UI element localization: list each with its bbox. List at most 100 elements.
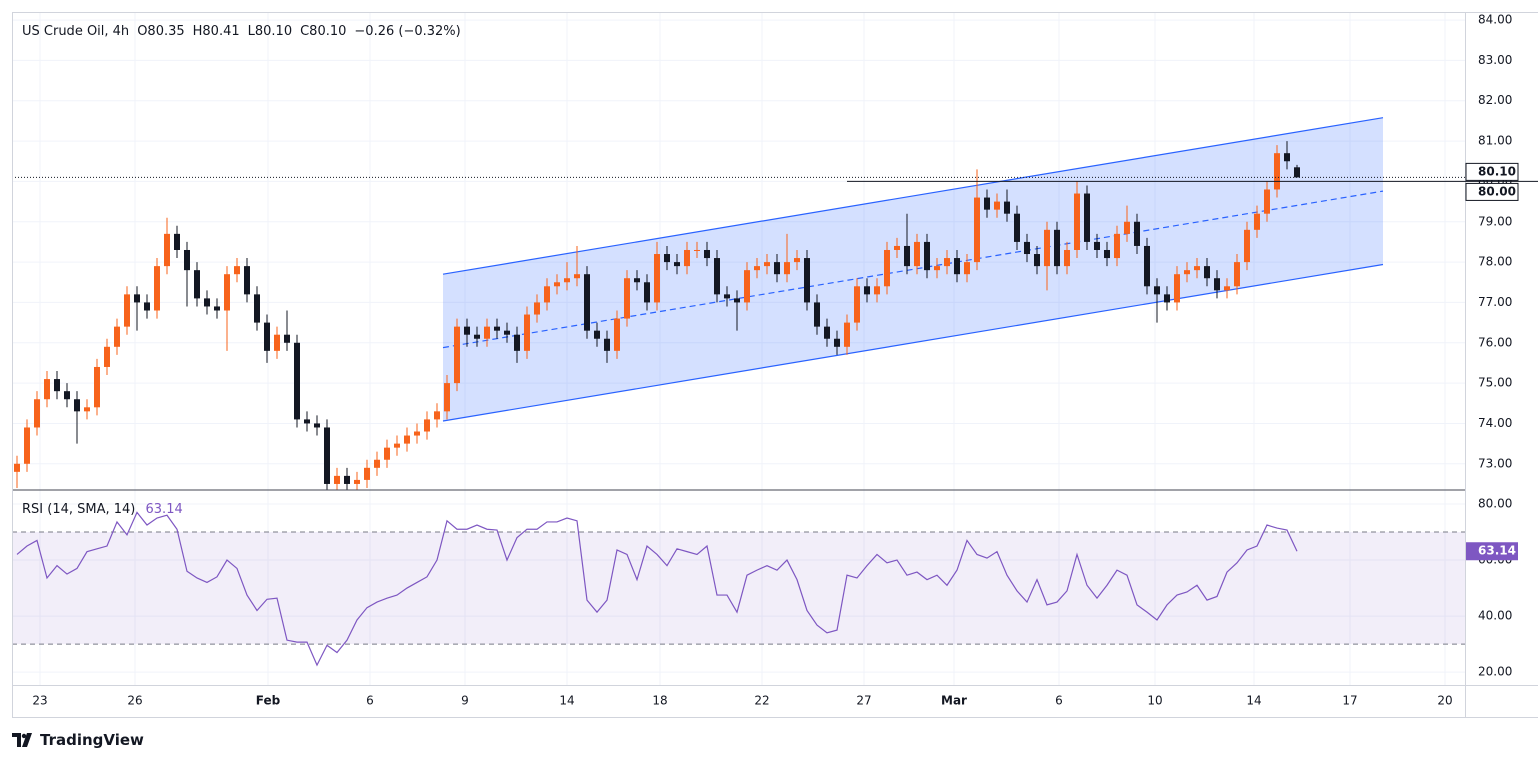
candle-body (744, 270, 750, 303)
candle-body (984, 197, 990, 210)
candle-body (1014, 213, 1020, 242)
candle-body (124, 294, 130, 327)
last-price-label: 80.10 (1478, 164, 1516, 178)
candle-body (54, 379, 60, 392)
candle-body (24, 427, 30, 464)
candle-body (854, 286, 860, 323)
candle-body (754, 266, 760, 271)
candle-body (344, 475, 350, 484)
x-tick-label: 22 (754, 694, 769, 708)
candle-body (324, 427, 330, 484)
candle-body (614, 318, 620, 351)
candle-body (454, 326, 460, 384)
candle-body (1224, 286, 1230, 291)
y-tick-label: 81.00 (1478, 134, 1512, 148)
y-tick-label: 73.00 (1478, 456, 1512, 470)
candle-body (524, 314, 530, 351)
candle-body (644, 282, 650, 303)
candle-body (114, 326, 120, 347)
rsi-value: 63.14 (145, 502, 183, 517)
candle-body (624, 278, 630, 319)
candle-body (394, 443, 400, 448)
candle-body (1094, 241, 1100, 250)
candle-body (494, 326, 500, 331)
candle-body (1254, 213, 1260, 230)
ohlc-close: C80.10 (300, 24, 347, 39)
candle-body (1084, 193, 1090, 242)
candle-body (574, 274, 580, 279)
candle-body (704, 249, 710, 259)
candle-body (584, 274, 590, 331)
candle-body (154, 266, 160, 311)
candle-body (174, 233, 180, 250)
candle-body (314, 423, 320, 428)
axes (12, 12, 1538, 718)
candle-body (274, 334, 280, 351)
candle-body (14, 463, 20, 472)
candle-body (104, 346, 110, 367)
candle-body (134, 294, 140, 303)
footer[interactable]: TradingView (12, 731, 144, 749)
y-tick-label: 77.00 (1478, 295, 1512, 309)
candle-body (254, 294, 260, 323)
candle-body (1034, 254, 1040, 267)
y-tick-label: 78.00 (1478, 255, 1512, 269)
candle-body (184, 249, 190, 271)
x-tick-label: 14 (1246, 694, 1261, 708)
labels: 23 26 Feb 6 9 14 18 22 27 Mar 6 10 14 17 20 73.00 74.00 7… (32, 13, 1538, 708)
channel-lower (442, 263, 1384, 422)
candle-body (864, 286, 870, 295)
candle-body (954, 258, 960, 275)
rsi-line (16, 511, 1298, 667)
candle-body (404, 435, 410, 444)
price-pane (12, 117, 1465, 490)
level-box (1465, 182, 1519, 201)
candle-body (1214, 278, 1220, 291)
candle-body (564, 278, 570, 283)
candle-body (544, 286, 550, 303)
candle-body (734, 298, 740, 303)
candle-body (484, 326, 490, 339)
candle-body (294, 342, 300, 420)
candle-body (1244, 229, 1250, 263)
candle-body (514, 334, 520, 351)
change: −0.26 (−0.32%) (354, 24, 461, 39)
candle-body (884, 249, 890, 287)
channel-fill (443, 117, 1383, 422)
x-tick-label: 26 (127, 694, 142, 708)
candle-body (504, 330, 510, 335)
candle-body (304, 419, 310, 424)
candle-body (654, 254, 660, 303)
candle-body (534, 302, 540, 315)
candle-body (1124, 221, 1130, 234)
y-tick-label: 75.00 (1478, 376, 1512, 390)
candle-body (1184, 270, 1190, 275)
candle-body (774, 262, 780, 275)
candle-body (994, 201, 1000, 210)
channel-mid (442, 190, 1384, 349)
candle-body (1284, 153, 1290, 162)
candle-body (794, 258, 800, 263)
candle-body (784, 262, 790, 275)
candle-body (1044, 229, 1050, 267)
candle-body (944, 258, 950, 267)
x-tick-label: 6 (366, 694, 374, 708)
ohlc-low: L80.10 (247, 24, 293, 39)
candle-body (424, 419, 430, 432)
candle-body (284, 334, 290, 343)
candle-body (1074, 193, 1080, 250)
rsi-value-box (1466, 542, 1518, 561)
candle-body (464, 326, 470, 335)
candle-body (1054, 229, 1060, 267)
y-tick-label: 82.00 (1478, 93, 1512, 107)
candle-body (904, 245, 910, 267)
candle-body (74, 399, 80, 412)
candle-body (444, 383, 450, 412)
ohlc-high: H80.41 (192, 24, 240, 39)
logo (12, 733, 32, 747)
candle-body (914, 241, 920, 267)
x-tick-label: Mar (941, 694, 967, 708)
candle-body (1264, 189, 1270, 214)
candle-body (474, 334, 480, 339)
